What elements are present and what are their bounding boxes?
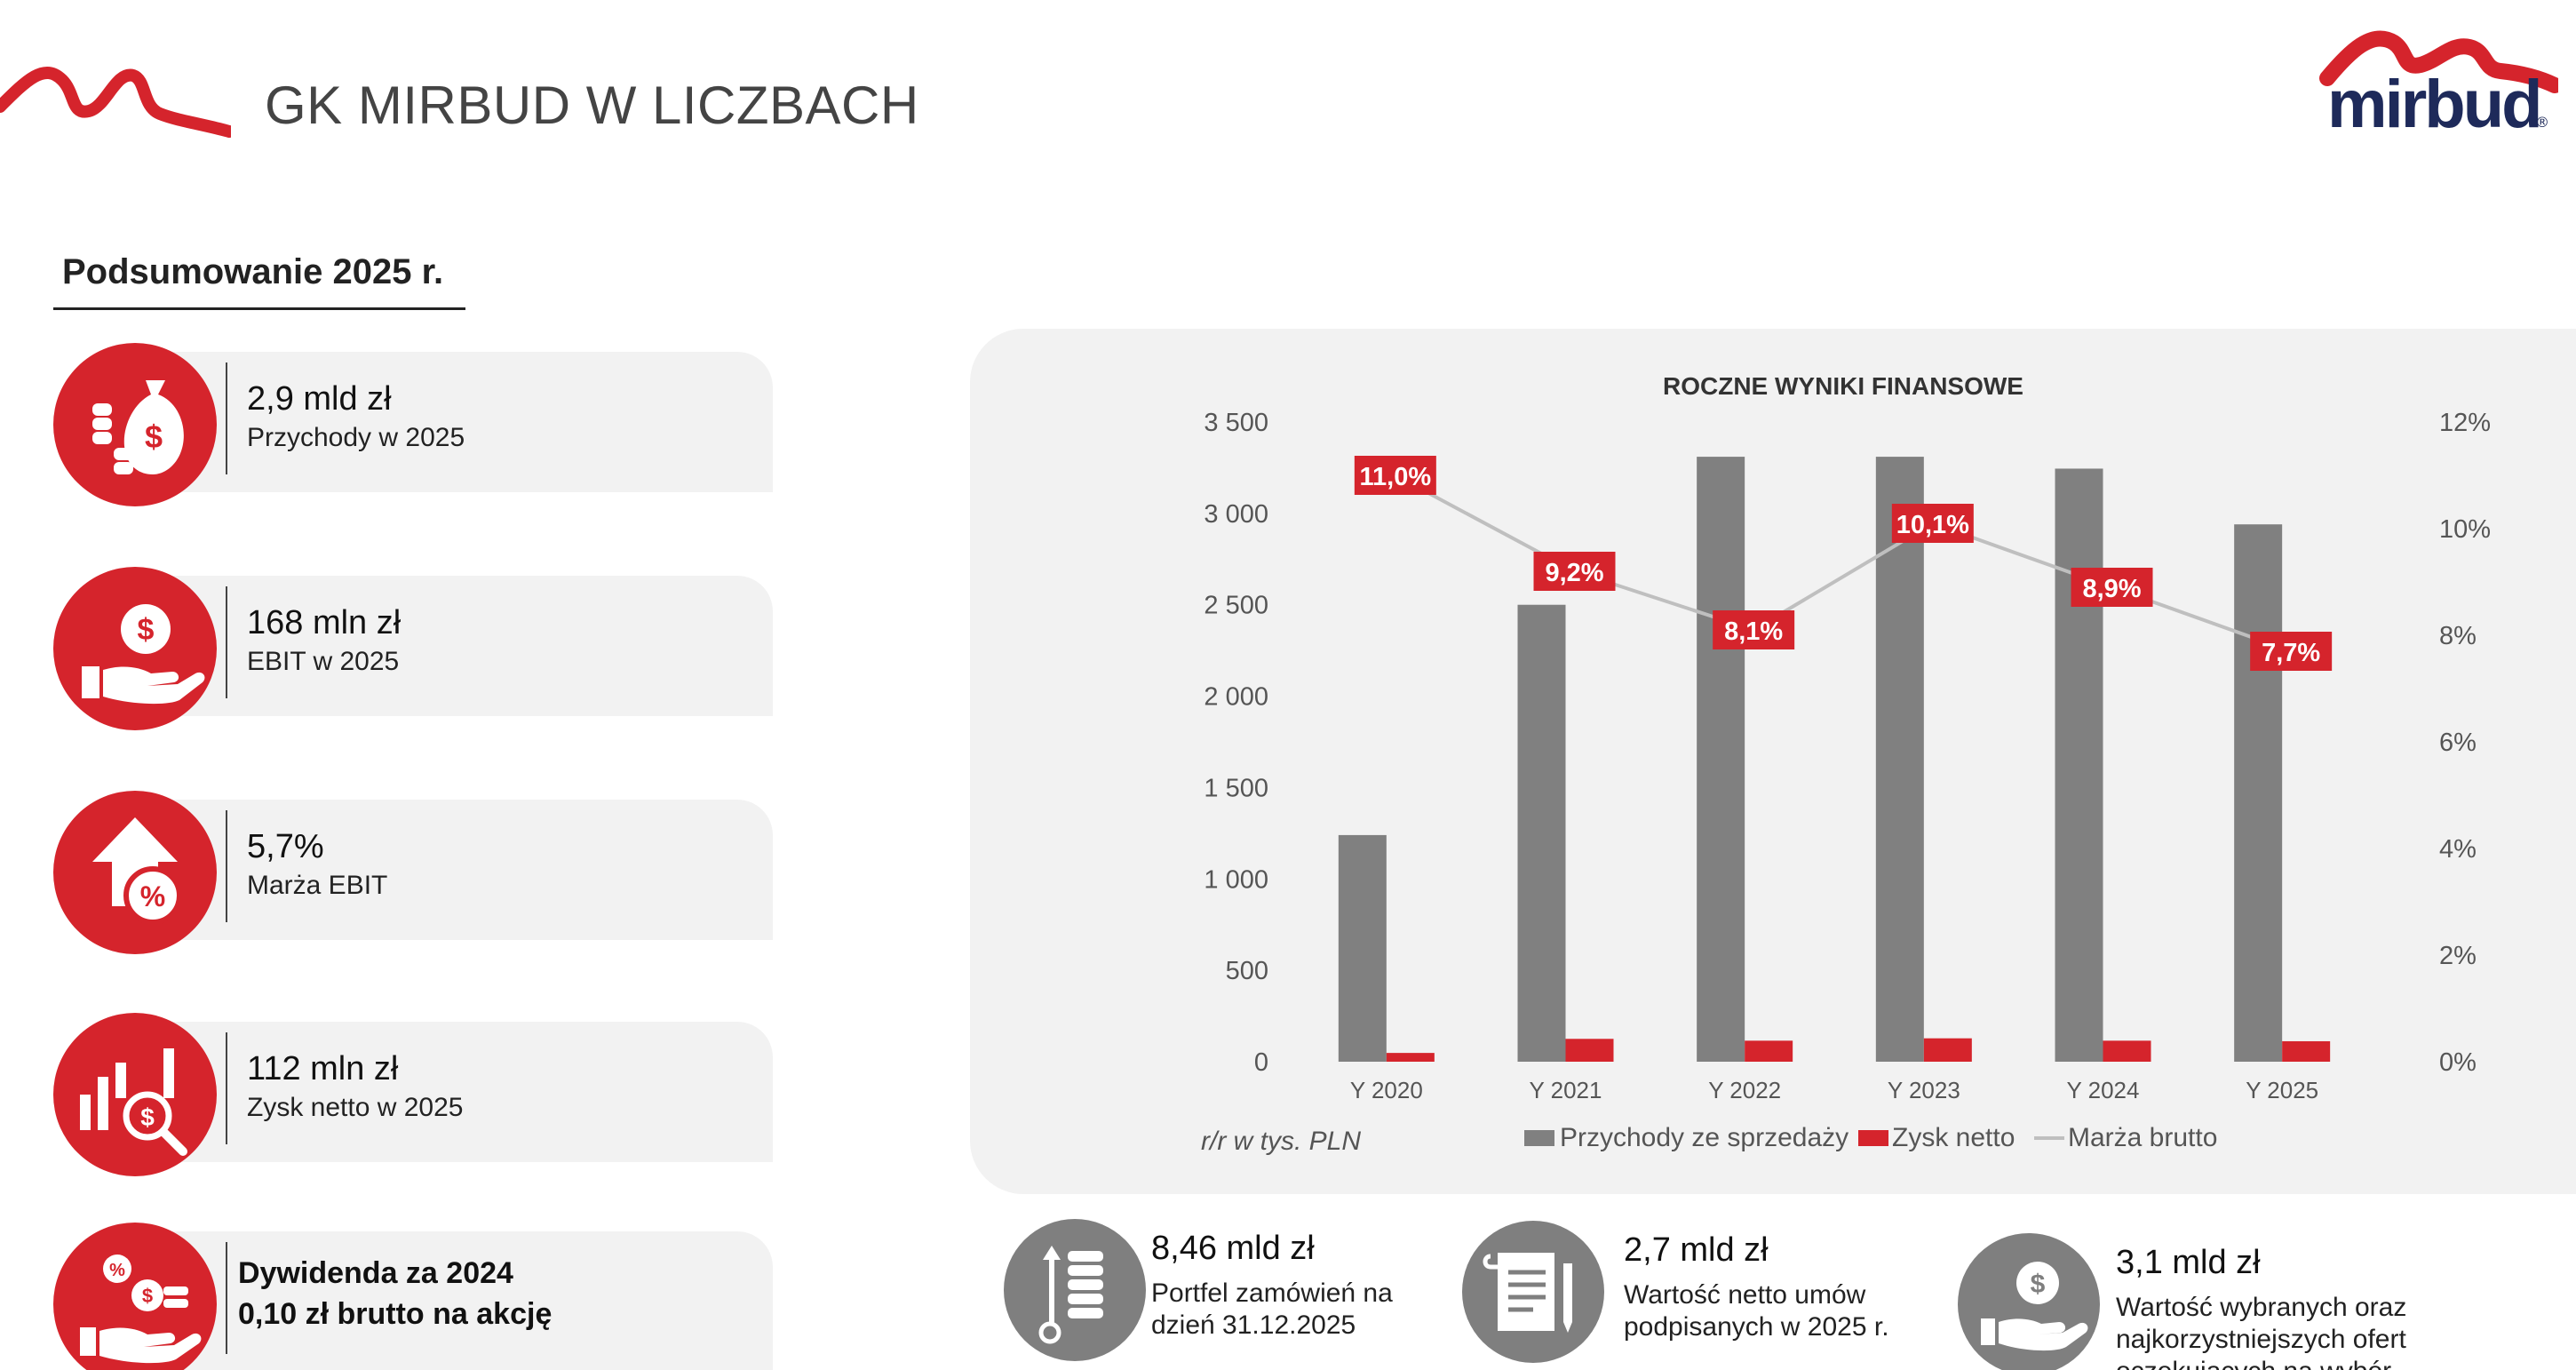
- kpi-label: Wartość wybranych oraz najkorzystniejszy…: [2116, 1293, 2407, 1370]
- contract-pen-icon: [1462, 1221, 1604, 1363]
- bar-chart-magnifier-icon: $: [53, 1013, 217, 1176]
- kpi-pending-offers: $ 3,1 mld zł Wartość wybranych oraz najk…: [1958, 1233, 2406, 1370]
- kpi-value: 2,7 mld zł: [1624, 1231, 1769, 1269]
- kpi-value: 3,1 mld zł: [2116, 1244, 2261, 1281]
- kpi-net-profit: $ 112 mln zł Zysk netto w 2025: [0, 1013, 782, 1176]
- svg-text:$: $: [145, 418, 163, 455]
- kpi-label: Przychody w 2025: [247, 423, 465, 452]
- kpi-card: [133, 576, 773, 716]
- svg-text:%: %: [140, 880, 165, 912]
- kpi-value: 168 mln zł: [247, 604, 402, 641]
- svg-text:$: $: [140, 1103, 155, 1131]
- coin-stack-arrows-icon: [1004, 1219, 1146, 1361]
- kpi-card: [133, 800, 773, 940]
- kpi-divider: [226, 586, 227, 698]
- dividend-title: Dywidenda za 2024: [238, 1256, 513, 1290]
- kpi-ebit-margin: % 5,7% Marża EBIT: [0, 791, 782, 954]
- kpi-label: Portfel zamówień na dzień 31.12.2025: [1151, 1278, 1393, 1340]
- page-title: GK MIRBUD W LICZBACH: [265, 76, 919, 135]
- dividend-value: 0,10 zł brutto na akcję: [238, 1297, 553, 1331]
- mirbud-logo-icon: [2319, 30, 2558, 93]
- kpi-divider: [226, 1032, 227, 1144]
- chart-panel: [970, 329, 2576, 1194]
- kpi-card: [133, 352, 773, 492]
- svg-text:$: $: [142, 1285, 153, 1307]
- mirbud-logo-text: mirbud: [2327, 67, 2543, 142]
- svg-text:$: $: [2031, 1270, 2046, 1299]
- kpi-card: [133, 1022, 773, 1162]
- kpi-value: 112 mln zł: [247, 1050, 399, 1087]
- registered-mark: ®: [2535, 114, 2549, 131]
- kpi-divider: [226, 1242, 227, 1354]
- money-bag-coins-icon: $: [53, 343, 217, 506]
- kpi-revenue: $ 2,9 mld zł Przychody w 2025: [0, 343, 782, 506]
- svg-text:$: $: [138, 613, 155, 647]
- kpi-dividend: % $ Dywidenda za 2024 0,10 zł brutto na …: [0, 1223, 782, 1370]
- hand-dollar-coin-icon: $: [53, 567, 217, 730]
- kpi-ebit: $ 168 mln zł EBIT w 2025: [0, 567, 782, 730]
- kpi-label: Marża EBIT: [247, 871, 388, 900]
- hand-coins-percent-icon: % $: [53, 1223, 217, 1370]
- summary-title: Podsumowanie 2025 r.: [62, 252, 444, 291]
- kpi-card: [133, 1231, 773, 1370]
- kpi-label: Zysk netto w 2025: [247, 1093, 464, 1122]
- summary-underline: [53, 307, 465, 310]
- house-arrow-percent-icon: %: [53, 791, 217, 954]
- kpi-value: 2,9 mld zł: [247, 380, 392, 418]
- kpi-order-backlog: 8,46 mld zł Portfel zamówień na dzień 31…: [1004, 1219, 1448, 1370]
- svg-text:%: %: [109, 1261, 125, 1280]
- brand-swoosh-icon: [0, 67, 231, 138]
- kpi-signed-contracts: 2,7 mld zł Wartość netto umów podpisanyc…: [1462, 1221, 1906, 1370]
- kpi-divider: [226, 810, 227, 922]
- kpi-label: EBIT w 2025: [247, 647, 400, 676]
- kpi-label: Wartość netto umów podpisanych w 2025 r.: [1624, 1280, 1889, 1342]
- kpi-divider: [226, 362, 227, 474]
- hand-dollar-coin-icon: $: [1958, 1233, 2100, 1370]
- kpi-value: 5,7%: [247, 828, 324, 865]
- kpi-value: 8,46 mld zł: [1151, 1230, 1315, 1267]
